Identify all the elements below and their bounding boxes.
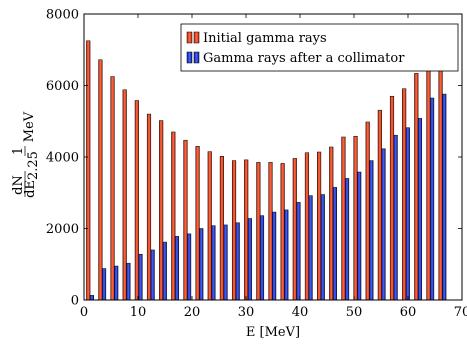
bar-collimated-25 [393,134,398,301]
bar-collimated-20 [332,187,337,301]
bar-initial-14 [256,162,261,301]
bar-collimated-22 [357,171,362,301]
bar-collimated-21 [344,178,350,301]
bar-initial-26 [402,88,407,301]
plot-frame [83,13,463,301]
bar-initial-11 [219,156,224,301]
bar-collimated-8 [187,233,192,301]
bar-collimated-16 [284,209,289,301]
y-tick-label: 2000 [46,222,79,237]
bar-collimated-28 [430,97,435,301]
x-tick-label: 20 [184,305,201,320]
bar-collimated-23 [369,160,374,301]
bar-collimated-15 [272,211,277,301]
legend-swatch [186,51,193,64]
bar-initial-17 [292,158,297,301]
bar-collimated-17 [296,202,301,301]
x-tick-label: 0 [80,305,88,320]
bar-collimated-11 [223,224,228,301]
bar-initial-24 [377,109,382,301]
x-tick-label: 60 [400,305,417,320]
bar-initial-27 [414,73,419,301]
bar-initial-18 [304,152,310,301]
bar-initial-23 [365,121,370,301]
bar-collimated-3 [126,262,131,301]
x-tick-label: 10 [130,305,147,320]
bar-initial-10 [207,151,212,301]
bar-collimated-19 [320,194,325,301]
bar-collimated-7 [174,236,180,301]
y-axis-label: dN dE 2.25 1 MeV [11,111,41,198]
x-axis-label: E [MeV] [246,325,300,340]
bar-initial-13 [244,159,249,301]
bar-initial-5 [146,113,152,301]
bar-collimated-1 [101,268,107,301]
bar-initial-9 [195,146,200,301]
bar-collimated-4 [138,253,143,301]
legend-label: Initial gamma rays [203,31,327,46]
bar-initial-15 [268,162,273,301]
bar-initial-1 [98,59,103,301]
x-tick-label: 50 [346,305,363,320]
bar-initial-3 [122,89,127,301]
bar-initial-4 [134,100,139,301]
ticks-group: 0 10 20 30 40 50 60 70 0 2000 4000 6000 8000 [46,8,467,321]
y-axis-label-den: dE [23,180,38,198]
y-tick-label: 8000 [46,8,79,23]
bar-collimated-13 [247,218,252,301]
legend-label: Gamma rays after a collimator [203,51,405,66]
bar-collimated-9 [199,228,204,301]
legend-swatch [193,31,200,44]
bar-initial-16 [280,163,285,301]
bar-initial-22 [353,136,358,301]
bar-collimated-14 [259,215,265,301]
bar-initial-0 [86,40,91,301]
bar-collimated-0 [89,295,94,301]
y-tick-label: 6000 [46,79,79,94]
legend-swatch [193,51,200,64]
y-axis-label-unit: MeV [22,111,37,142]
y-axis-label-sub: 2.25 [26,151,41,180]
bar-collimated-26 [405,127,410,301]
bar-initial-2 [110,76,115,301]
bar-collimated-27 [417,118,423,301]
bar-collimated-24 [381,148,386,301]
bar-initial-6 [159,120,164,301]
bar-initial-20 [329,146,334,301]
legend-swatch [186,31,193,44]
bar-initial-19 [317,151,322,301]
y-axis-label-num: dN [11,175,26,195]
bar-collimated-10 [211,225,216,301]
bar-initial-29 [438,62,443,301]
bar-initial-8 [183,139,188,301]
x-tick-label: 30 [238,305,255,320]
y-tick-label: 0 [71,294,79,309]
bar-initial-12 [231,160,237,301]
y-axis-label-frac-num: 1 [11,147,26,155]
bar-collimated-29 [442,93,447,301]
legend-box [180,23,459,72]
bar-initial-21 [341,136,346,301]
bar-collimated-2 [114,265,119,301]
bar-initial-25 [389,95,395,301]
y-tick-label: 4000 [46,151,79,166]
bar-initial-28 [426,67,431,301]
bar-collimated-6 [162,241,167,301]
bars-group [86,40,447,301]
x-tick-label: 40 [292,305,309,320]
bar-collimated-5 [150,249,155,301]
bar-initial-7 [171,131,176,301]
bar-collimated-18 [308,195,313,301]
x-tick-label: 70 [454,305,467,320]
legend: Initial gamma rays Gamma rays after a col… [180,23,459,72]
bar-collimated-12 [235,222,240,301]
